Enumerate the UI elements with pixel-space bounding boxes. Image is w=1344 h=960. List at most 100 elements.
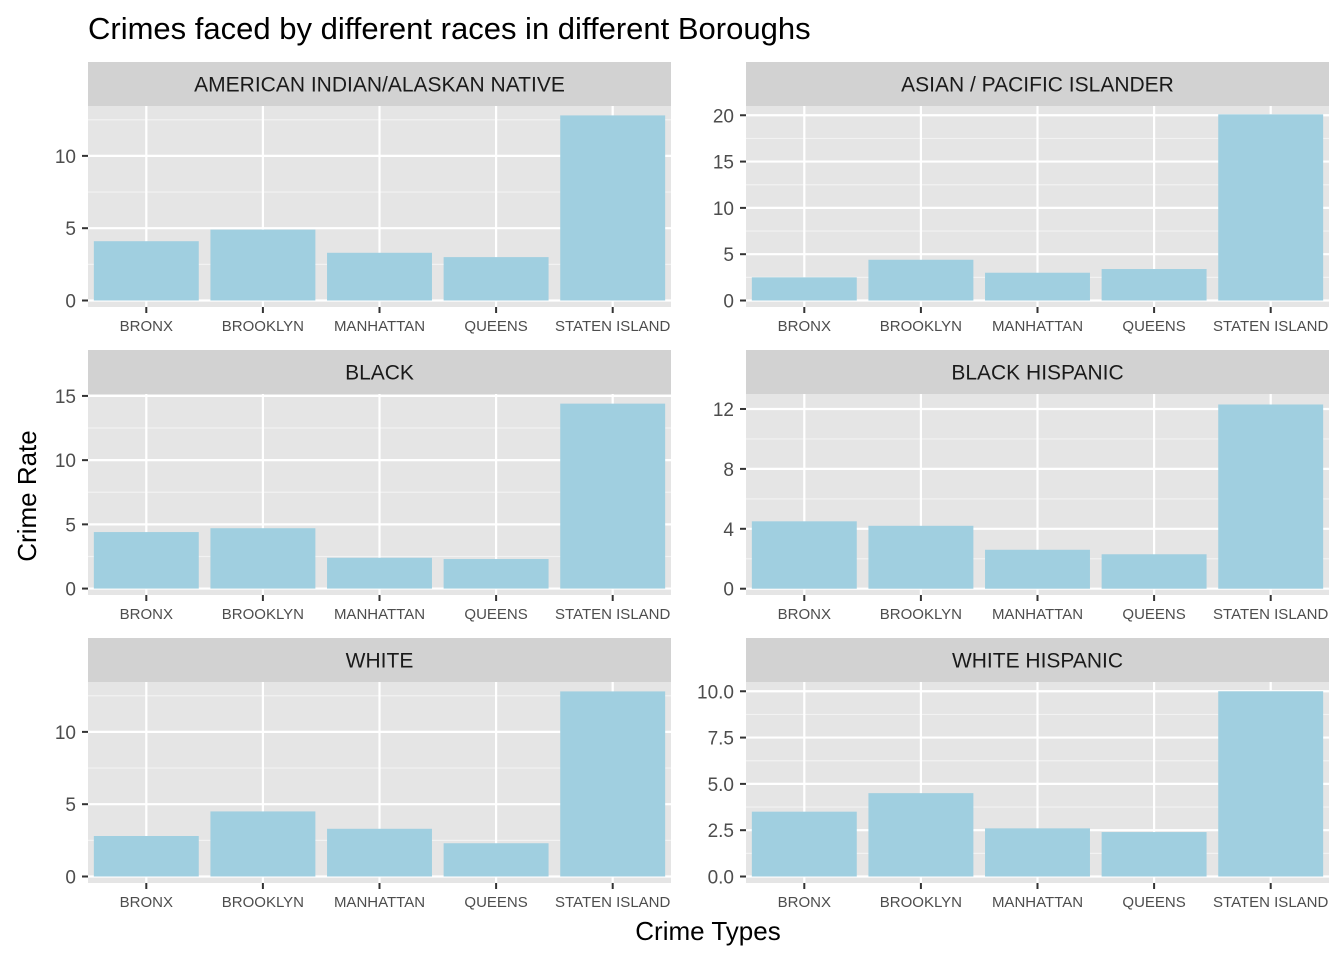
x-tick-label: STATEN ISLAND — [555, 606, 670, 623]
bar — [1218, 404, 1324, 589]
bar — [210, 229, 316, 301]
y-tick-label: 20 — [713, 106, 734, 127]
y-tick-label: 5 — [65, 219, 76, 240]
facet-strip-label: BLACK HISPANIC — [951, 362, 1123, 385]
bar — [560, 115, 666, 301]
x-tick-label: BRONX — [778, 318, 831, 335]
x-tick-label: QUEENS — [1122, 318, 1185, 335]
bar — [93, 532, 199, 589]
facet-panel: ASIAN / PACIFIC ISLANDER 0 5 10 15 20 BRONX BRO… — [713, 62, 1329, 335]
facet-panel: WHITE HISPANIC 0.0 2.5 5.0 7.5 10.0 BRONX BROOK… — [697, 638, 1329, 911]
x-tick-label: BROOKLYN — [880, 606, 962, 623]
facet-strip-label: WHITE — [346, 650, 414, 673]
bar — [751, 811, 857, 877]
x-tick-label: STATEN ISLAND — [1213, 318, 1328, 335]
x-tick-label: BROOKLYN — [222, 318, 304, 335]
x-tick-label: STATEN ISLAND — [555, 894, 670, 911]
bar — [560, 403, 666, 589]
bar — [751, 277, 857, 301]
bar — [443, 843, 549, 877]
bar — [985, 272, 1090, 301]
bar — [210, 528, 316, 589]
y-tick-label: 0 — [723, 580, 734, 601]
bar — [560, 691, 666, 877]
bar — [868, 793, 974, 877]
x-tick-label: BRONX — [778, 894, 831, 911]
y-tick-label: 0 — [65, 580, 76, 601]
y-tick-label: 10 — [713, 199, 734, 220]
facet-panel: WHITE 0 5 10 BRONX BROOKLYN MANHATTAN QUEENS STA… — [55, 638, 671, 911]
facet-panel: BLACK HISPANIC 0 4 8 12 BRONX BROOKLYN MANHATTA… — [713, 350, 1329, 623]
x-tick-label: BROOKLYN — [222, 606, 304, 623]
x-tick-label: QUEENS — [464, 606, 527, 623]
x-tick-label: BROOKLYN — [222, 894, 304, 911]
bar — [327, 557, 432, 589]
bar — [443, 257, 549, 301]
y-tick-label: 8 — [723, 460, 734, 481]
bar — [1218, 114, 1324, 301]
x-tick-label: BRONX — [120, 318, 173, 335]
x-tick-label: QUEENS — [464, 894, 527, 911]
bar — [443, 559, 549, 589]
y-tick-label: 0 — [723, 292, 734, 313]
bar — [210, 811, 316, 877]
y-tick-label: 15 — [713, 153, 734, 174]
bar — [93, 241, 199, 301]
x-tick-label: BRONX — [120, 894, 173, 911]
y-tick-label: 2.5 — [708, 821, 734, 842]
y-tick-label: 5 — [65, 515, 76, 536]
facet-strip-label: BLACK — [345, 362, 414, 385]
x-tick-label: BRONX — [778, 606, 831, 623]
x-tick-label: MANHATTAN — [992, 606, 1083, 623]
y-tick-label: 0 — [65, 291, 76, 312]
facet-strip — [746, 350, 1329, 394]
x-axis-title: Crime Types — [635, 916, 780, 946]
bar — [868, 259, 974, 301]
x-tick-label: QUEENS — [1122, 606, 1185, 623]
bar — [93, 836, 199, 877]
facet-strip-label: WHITE HISPANIC — [952, 650, 1123, 673]
y-tick-label: 12 — [713, 400, 734, 421]
x-tick-label: QUEENS — [464, 318, 527, 335]
y-tick-label: 5 — [723, 245, 734, 266]
x-tick-label: STATEN ISLAND — [1213, 606, 1328, 623]
x-tick-label: BROOKLYN — [880, 318, 962, 335]
y-tick-label: 10 — [55, 451, 76, 472]
y-axis-title: Crime Rate — [12, 430, 42, 561]
facet-strip-label: AMERICAN INDIAN/ALASKAN NATIVE — [194, 74, 565, 97]
y-tick-label: 5.0 — [708, 775, 734, 796]
x-tick-label: BROOKLYN — [880, 894, 962, 911]
x-tick-label: STATEN ISLAND — [555, 318, 670, 335]
chart-title: Crimes faced by different races in diffe… — [88, 11, 811, 46]
y-tick-label: 4 — [723, 520, 734, 541]
y-tick-label: 0.0 — [708, 868, 734, 889]
y-tick-label: 10 — [55, 147, 76, 168]
facet-strip — [746, 62, 1329, 106]
facet-strip-label: ASIAN / PACIFIC ISLANDER — [901, 74, 1174, 97]
bar — [1101, 832, 1207, 877]
bar — [1101, 554, 1207, 589]
bar — [868, 525, 974, 589]
x-tick-label: STATEN ISLAND — [1213, 894, 1328, 911]
y-tick-label: 7.5 — [708, 729, 734, 750]
x-tick-label: MANHATTAN — [334, 894, 425, 911]
bar — [985, 828, 1090, 877]
bar — [1218, 691, 1324, 877]
y-tick-label: 5 — [65, 795, 76, 816]
y-tick-label: 0 — [65, 867, 76, 888]
y-tick-label: 10 — [55, 723, 76, 744]
x-tick-label: QUEENS — [1122, 894, 1185, 911]
x-tick-label: MANHATTAN — [334, 318, 425, 335]
x-tick-label: MANHATTAN — [992, 318, 1083, 335]
facet-strip — [746, 638, 1329, 682]
x-tick-label: MANHATTAN — [334, 606, 425, 623]
y-tick-label: 10.0 — [697, 682, 734, 703]
facet-strip — [88, 350, 671, 394]
facet-strip — [88, 62, 671, 106]
y-tick-label: 15 — [55, 387, 76, 408]
facet-panel: BLACK 0 5 10 15 BRONX BROOKLYN MANHATTAN QUEENS S… — [55, 350, 671, 623]
facet-panel: AMERICAN INDIAN/ALASKAN NATIVE 0 5 10 BRONX B… — [55, 62, 671, 335]
bar — [985, 549, 1090, 589]
